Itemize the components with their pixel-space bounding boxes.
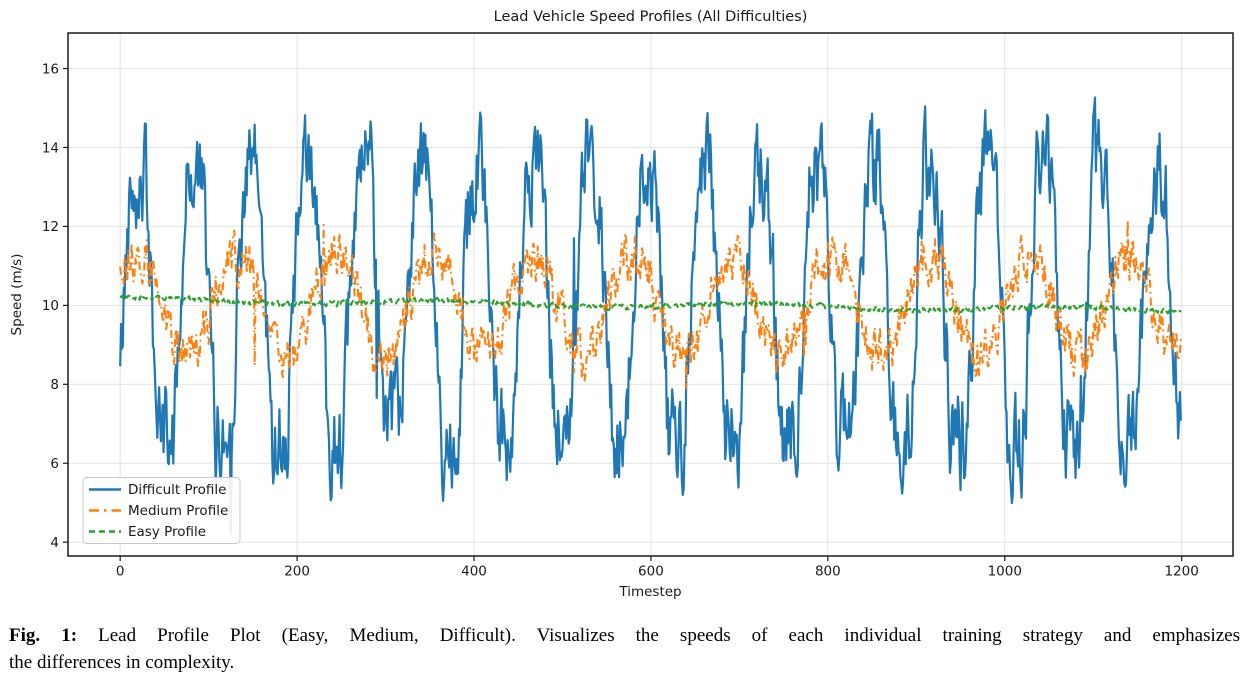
legend-label-difficult: Difficult Profile	[128, 482, 227, 498]
y-tick-label: 10	[42, 298, 59, 314]
y-axis-label: Speed (m/s)	[9, 254, 25, 336]
figure-caption: Fig. 1: Lead Profile Plot (Easy, Medium,…	[0, 622, 1249, 676]
caption-label: Fig. 1:	[9, 625, 78, 646]
legend-item-easy: Easy Profile	[89, 524, 206, 540]
caption-text-1: Lead Profile Plot (Easy, Medium, Difficu…	[98, 625, 1241, 646]
y-tick-label: 16	[42, 61, 59, 77]
legend-frame	[82, 477, 241, 544]
x-tick-label: 200	[284, 564, 310, 580]
y-tick-label: 12	[42, 219, 59, 235]
chart-title: Lead Vehicle Speed Profiles (All Difficu…	[494, 9, 808, 25]
series-line-medium-profile	[119, 219, 1182, 390]
legend-label-medium: Medium Profile	[128, 503, 228, 519]
caption-text-2: the differences in complexity.	[9, 652, 235, 673]
legend-item-medium: Medium Profile	[89, 503, 228, 519]
y-tick-label: 4	[50, 535, 59, 551]
legend-item-difficult: Difficult Profile	[89, 482, 227, 498]
x-axis-label: Timestep	[618, 584, 681, 600]
series-lines	[119, 96, 1182, 536]
series-line-difficult-profile	[119, 96, 1182, 536]
x-tick-label: 600	[638, 564, 664, 580]
y-tick-label: 6	[50, 456, 59, 472]
x-tick-label: 1000	[988, 564, 1022, 580]
x-tick-label: 1200	[1165, 564, 1199, 580]
caption-line-1: Fig. 1: Lead Profile Plot (Easy, Medium,…	[9, 622, 1240, 649]
legend-label-easy: Easy Profile	[128, 524, 206, 540]
x-tick-label: 800	[815, 564, 841, 580]
y-tick-label: 8	[50, 377, 59, 393]
x-tick-label: 400	[461, 564, 487, 580]
axes-spine	[67, 32, 1234, 557]
axis-ticks: 0 200 400 600 800 1000 1200 4 6 8 10 12 14 16	[42, 61, 1199, 579]
series-line-easy-profile	[119, 293, 1182, 315]
x-tick-label: 0	[116, 564, 125, 580]
y-tick-label: 14	[42, 140, 59, 156]
figure-plot: 0 200 400 600 800 1000 1200 4 6 8 10 12 14 16 Lead Ve…	[9, 9, 1234, 600]
speed-profiles-chart: 0 200 400 600 800 1000 1200 4 6 8 10 12 14 16 Lead Ve…	[9, 9, 1234, 600]
legend: Difficult Profile Medium Profile Easy Pr…	[82, 477, 241, 544]
